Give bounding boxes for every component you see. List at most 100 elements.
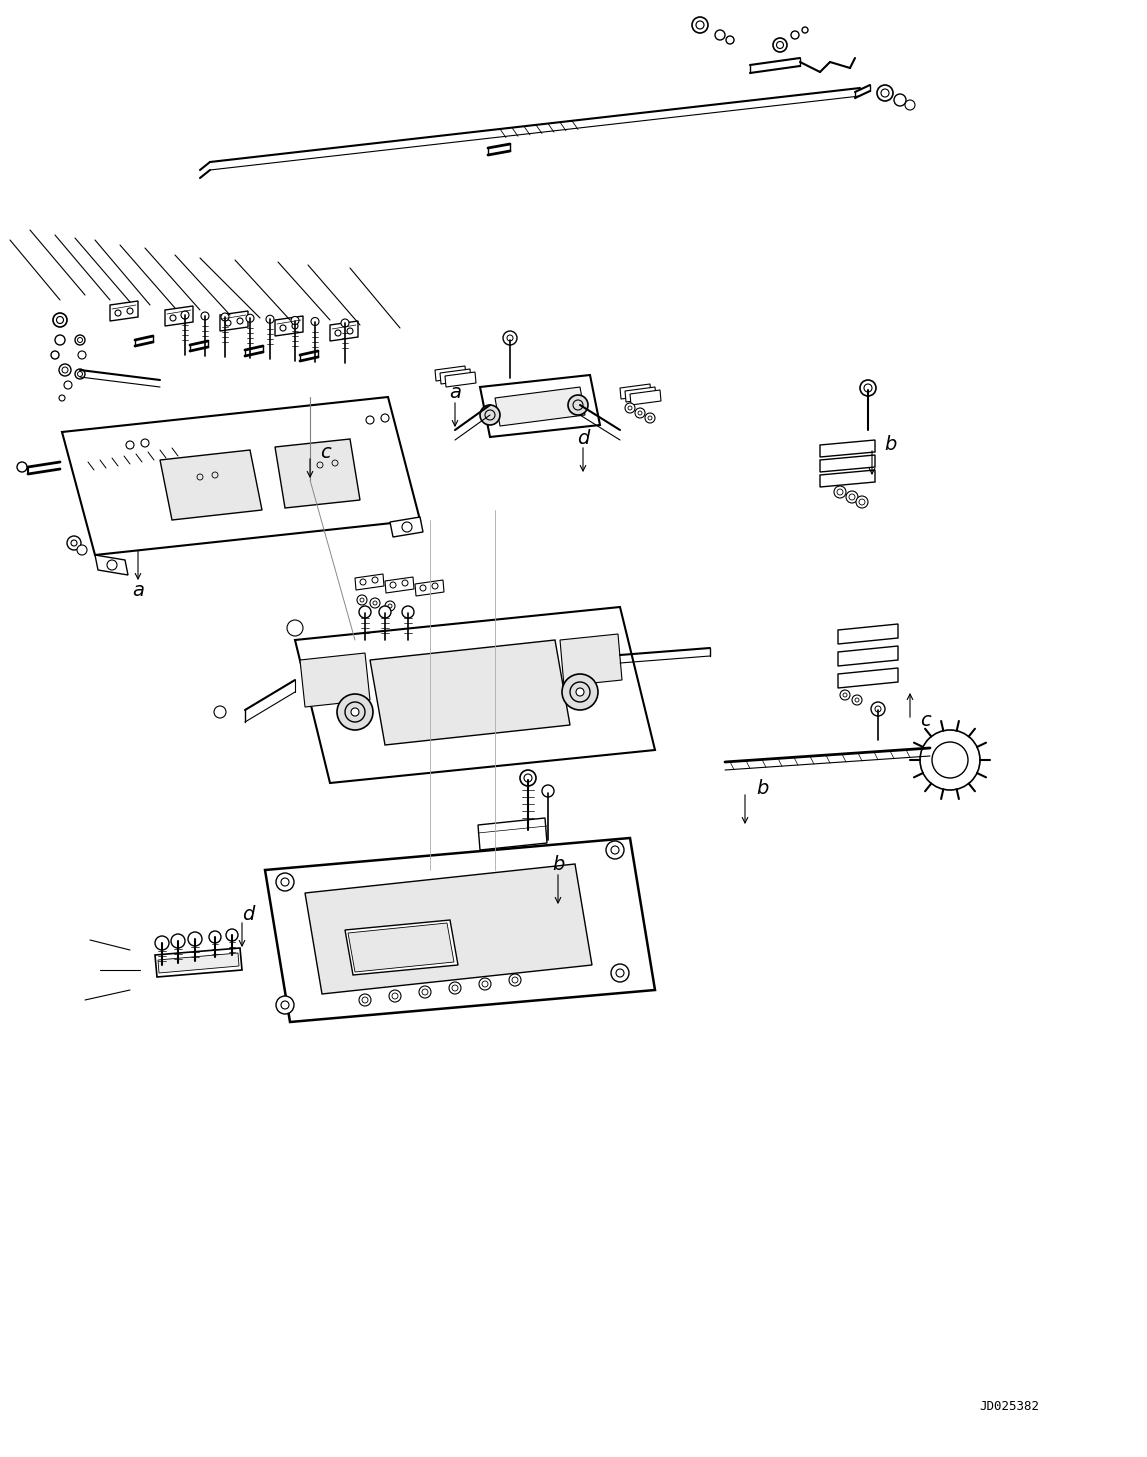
Circle shape xyxy=(181,310,189,319)
Text: c: c xyxy=(920,711,930,730)
Circle shape xyxy=(214,707,226,718)
Circle shape xyxy=(420,586,426,592)
Circle shape xyxy=(894,95,906,106)
Circle shape xyxy=(401,606,414,618)
Circle shape xyxy=(773,38,787,52)
Polygon shape xyxy=(220,310,248,331)
Polygon shape xyxy=(385,577,414,593)
Circle shape xyxy=(370,597,380,608)
Circle shape xyxy=(802,28,807,34)
Text: b: b xyxy=(884,434,896,453)
Polygon shape xyxy=(435,366,466,380)
Circle shape xyxy=(55,335,65,345)
Circle shape xyxy=(311,318,319,325)
Polygon shape xyxy=(370,640,570,745)
Polygon shape xyxy=(560,634,622,686)
Polygon shape xyxy=(348,922,454,972)
Polygon shape xyxy=(345,919,458,975)
Text: a: a xyxy=(132,580,145,599)
Circle shape xyxy=(67,536,81,549)
Circle shape xyxy=(58,395,65,401)
Circle shape xyxy=(846,491,858,503)
Circle shape xyxy=(372,577,379,583)
Polygon shape xyxy=(305,864,592,994)
Circle shape xyxy=(625,404,635,412)
Circle shape xyxy=(401,522,412,532)
Text: b: b xyxy=(756,778,768,797)
Polygon shape xyxy=(275,316,303,337)
Circle shape xyxy=(852,695,863,705)
Circle shape xyxy=(645,412,655,423)
Circle shape xyxy=(877,85,894,101)
Circle shape xyxy=(209,931,221,943)
Circle shape xyxy=(115,310,120,316)
Circle shape xyxy=(245,315,253,322)
Circle shape xyxy=(366,417,374,424)
Circle shape xyxy=(237,318,243,323)
Circle shape xyxy=(188,932,202,946)
Polygon shape xyxy=(838,667,898,688)
Circle shape xyxy=(479,978,491,989)
Circle shape xyxy=(905,101,915,109)
Text: c: c xyxy=(320,443,330,462)
Circle shape xyxy=(357,594,367,605)
Circle shape xyxy=(726,36,734,44)
Circle shape xyxy=(201,312,209,321)
Polygon shape xyxy=(445,372,476,388)
Circle shape xyxy=(287,621,303,637)
Polygon shape xyxy=(630,390,661,405)
Circle shape xyxy=(562,675,598,710)
Circle shape xyxy=(53,313,67,326)
Circle shape xyxy=(280,325,286,331)
Circle shape xyxy=(335,329,341,337)
Circle shape xyxy=(920,730,980,790)
Polygon shape xyxy=(820,440,875,457)
Text: a: a xyxy=(448,383,461,402)
Polygon shape xyxy=(158,953,239,973)
Polygon shape xyxy=(625,388,656,402)
Polygon shape xyxy=(356,574,384,590)
Circle shape xyxy=(50,351,58,358)
Circle shape xyxy=(856,495,868,508)
Circle shape xyxy=(155,935,169,950)
Circle shape xyxy=(543,785,554,797)
Circle shape xyxy=(291,316,299,325)
Circle shape xyxy=(77,545,87,555)
Circle shape xyxy=(17,462,28,472)
Circle shape xyxy=(337,694,373,730)
Circle shape xyxy=(479,405,500,425)
Circle shape xyxy=(360,578,366,586)
Circle shape xyxy=(390,581,396,589)
Polygon shape xyxy=(496,388,585,425)
Circle shape xyxy=(107,559,117,570)
Polygon shape xyxy=(390,517,423,538)
Text: JD025382: JD025382 xyxy=(980,1400,1039,1412)
Polygon shape xyxy=(110,302,138,321)
Circle shape xyxy=(448,982,461,994)
Circle shape xyxy=(341,319,349,326)
Polygon shape xyxy=(440,369,471,385)
Circle shape xyxy=(611,965,629,982)
Circle shape xyxy=(381,414,389,423)
Text: d: d xyxy=(577,428,590,447)
Polygon shape xyxy=(820,471,875,487)
Polygon shape xyxy=(165,306,193,326)
Polygon shape xyxy=(478,817,547,849)
Circle shape xyxy=(75,369,85,379)
Polygon shape xyxy=(159,450,262,520)
Circle shape xyxy=(871,702,885,715)
Circle shape xyxy=(266,315,274,323)
Circle shape xyxy=(64,380,72,389)
Circle shape xyxy=(385,600,395,610)
Circle shape xyxy=(860,380,876,396)
Circle shape xyxy=(351,708,359,715)
Circle shape xyxy=(568,395,588,415)
Circle shape xyxy=(221,313,229,321)
Circle shape xyxy=(276,997,294,1014)
Polygon shape xyxy=(95,555,128,576)
Circle shape xyxy=(226,930,237,941)
Circle shape xyxy=(635,408,645,418)
Circle shape xyxy=(292,323,298,329)
Circle shape xyxy=(75,335,85,345)
Circle shape xyxy=(389,989,401,1002)
